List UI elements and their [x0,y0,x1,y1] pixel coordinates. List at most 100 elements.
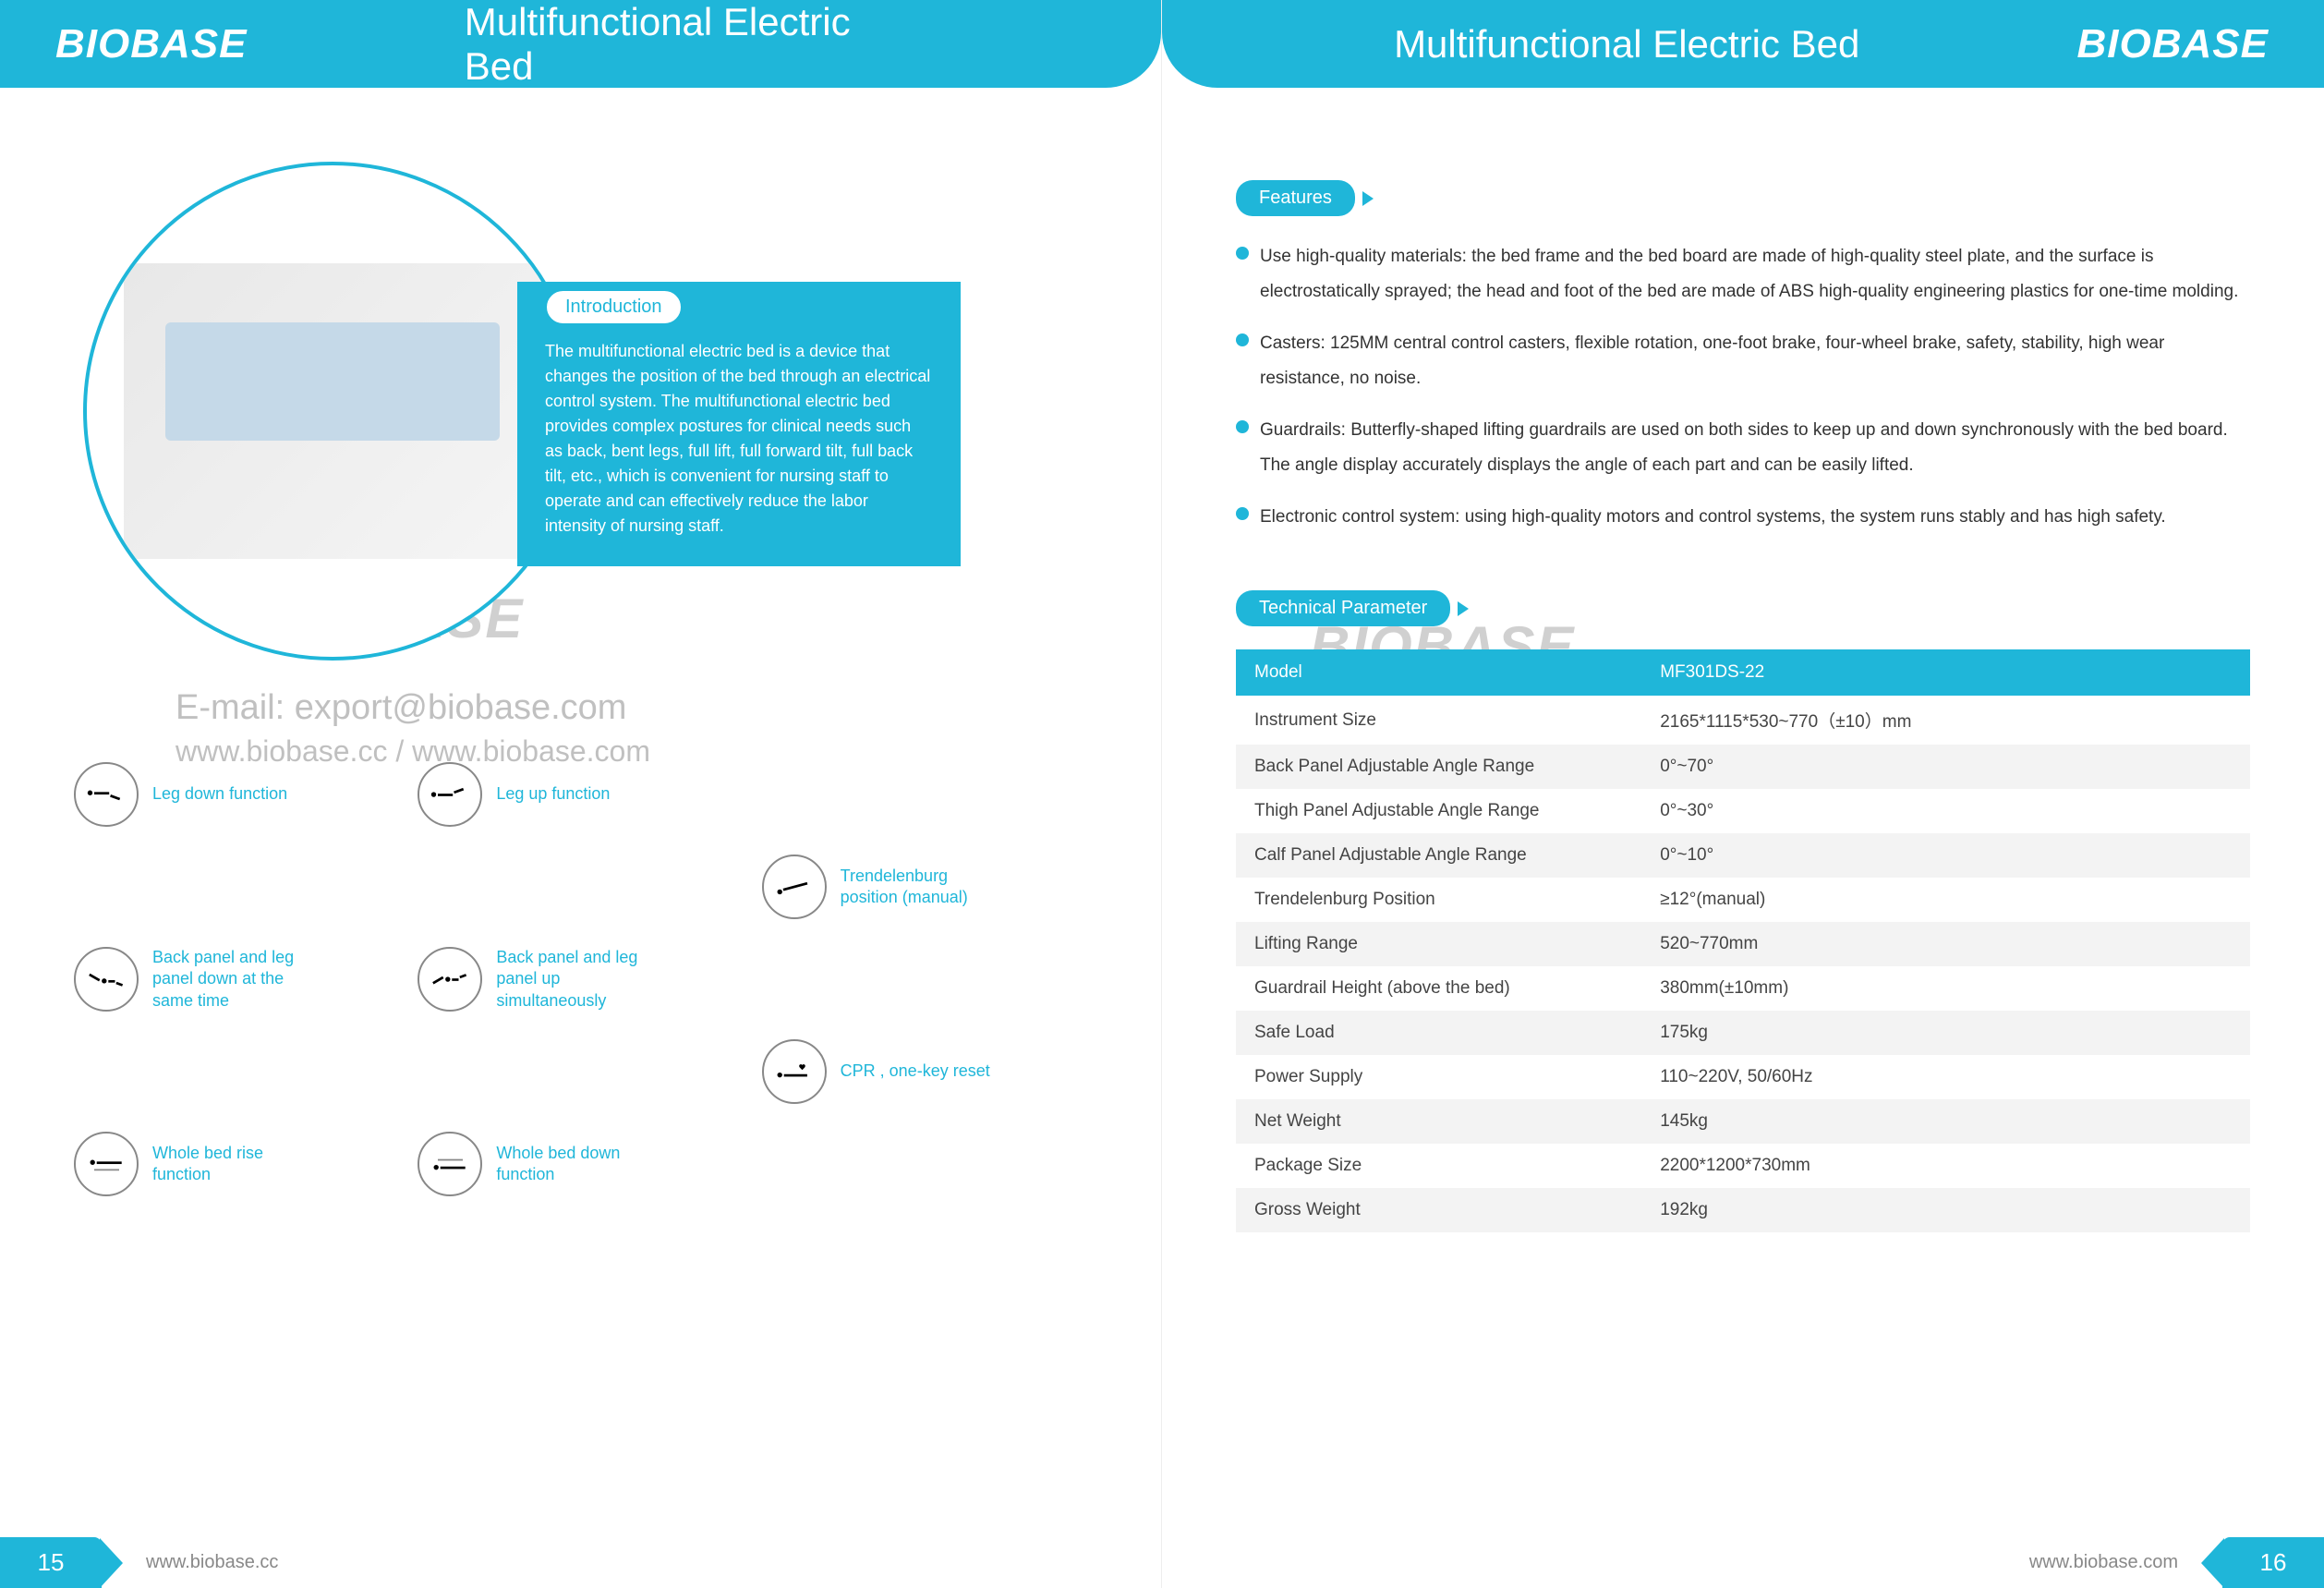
leg-up-icon [418,762,482,827]
table-row: Net Weight145kg [1236,1099,2250,1144]
function-item: Leg down function [74,762,399,827]
table-header-cell: MF301DS-22 [1641,649,2250,696]
function-label: Leg down function [152,783,287,805]
bullet-icon [1236,247,1249,260]
bullet-icon [1236,507,1249,520]
table-cell: 0°~30° [1641,789,2250,833]
table-cell: Net Weight [1236,1099,1641,1144]
panels-up-icon [418,947,482,1012]
feature-item: Casters: 125MM central control casters, … [1236,326,2250,396]
table-row: Back Panel Adjustable Angle Range0°~70° [1236,745,2250,789]
function-label: Back panel and leg panel down at the sam… [152,947,319,1012]
page-title: Multifunctional Electric Bed [465,0,929,89]
table-cell: 192kg [1641,1188,2250,1232]
table-cell: Package Size [1236,1144,1641,1188]
table-cell: Safe Load [1236,1011,1641,1055]
introduction-text: The multifunctional electric bed is a de… [545,339,933,539]
trendelenburg-icon [762,855,827,919]
table-cell: Instrument Size [1236,696,1641,745]
table-row: Power Supply110~220V, 50/60Hz [1236,1055,2250,1099]
introduction-box: Introduction The multifunctional electri… [517,282,961,566]
function-label: Back panel and leg panel up simultaneous… [496,947,662,1012]
product-image [124,263,541,558]
page-left: BIOBASE Multifunctional Electric Bed BIO… [0,0,1162,1588]
feature-item: Use high-quality materials: the bed fram… [1236,239,2250,309]
footer-arrow-icon [2201,1538,2224,1588]
table-cell: 2200*1200*730mm [1641,1144,2250,1188]
table-cell: Trendelenburg Position [1236,878,1641,922]
table-cell: Lifting Range [1236,922,1641,966]
brand-logo: BIOBASE [0,21,302,67]
page-number: 15 [0,1537,102,1588]
right-content: BIOBASE E-mail: export@biobase.com www.b… [1162,88,2324,1232]
footer-url: www.biobase.com [2006,1552,2201,1573]
features-list: Use high-quality materials: the bed fram… [1236,239,2250,535]
function-item: CPR , one-key reset [762,1039,1087,1104]
table-row: Calf Panel Adjustable Angle Range0°~10° [1236,833,2250,878]
table-cell: 520~770mm [1641,922,2250,966]
function-label: Whole bed down function [496,1143,662,1186]
page-number: 16 [2222,1537,2324,1588]
function-item: Whole bed rise function [74,1132,399,1196]
table-cell: ≥12°(manual) [1641,878,2250,922]
table-cell: 0°~10° [1641,833,2250,878]
function-item: Leg up function [418,762,743,827]
product-image-circle [83,162,582,661]
function-label: CPR , one-key reset [841,1061,990,1082]
function-label: Trendelenburg position (manual) [841,866,1007,909]
header-left: BIOBASE Multifunctional Electric Bed [0,0,1161,88]
footer-right: www.biobase.com 16 [1162,1537,2324,1588]
cpr-icon [762,1039,827,1104]
footer-url: www.biobase.cc [123,1552,301,1573]
table-header-row: Model MF301DS-22 [1236,649,2250,696]
header-right: Multifunctional Electric Bed BIOBASE [1162,0,2324,88]
footer-arrow-icon [100,1538,123,1588]
functions-grid: Leg down function Leg up function Trende… [74,762,1087,1196]
feature-text: Electronic control system: using high-qu… [1260,500,2166,535]
table-cell: Calf Panel Adjustable Angle Range [1236,833,1641,878]
table-cell: 175kg [1641,1011,2250,1055]
table-row: Thigh Panel Adjustable Angle Range0°~30° [1236,789,2250,833]
table-cell: Gross Weight [1236,1188,1641,1232]
parameters-section: Technical Parameter Model MF301DS-22 Ins… [1236,590,2250,1232]
function-label: Whole bed rise function [152,1143,319,1186]
table-cell: 110~220V, 50/60Hz [1641,1055,2250,1099]
leg-down-icon [74,762,139,827]
table-cell: 380mm(±10mm) [1641,966,2250,1011]
feature-item: Guardrails: Butterfly-shaped lifting gua… [1236,413,2250,483]
function-label: Leg up function [496,783,610,805]
bullet-icon [1236,420,1249,433]
table-cell: Guardrail Height (above the bed) [1236,966,1641,1011]
table-row: Instrument Size2165*1115*530~770（±10）mm [1236,696,2250,745]
table-cell: Power Supply [1236,1055,1641,1099]
feature-item: Electronic control system: using high-qu… [1236,500,2250,535]
feature-text: Use high-quality materials: the bed fram… [1260,239,2250,309]
table-row: Gross Weight192kg [1236,1188,2250,1232]
brand-logo: BIOBASE [2022,21,2324,67]
table-row: Lifting Range520~770mm [1236,922,2250,966]
product-image-container [74,152,591,670]
table-cell: 145kg [1641,1099,2250,1144]
function-item: Back panel and leg panel up simultaneous… [418,947,743,1012]
feature-text: Casters: 125MM central control casters, … [1260,326,2250,396]
function-item: Trendelenburg position (manual) [762,855,1087,919]
feature-text: Guardrails: Butterfly-shaped lifting gua… [1260,413,2250,483]
page-title: Multifunctional Electric Bed [1394,22,1859,67]
function-item: Back panel and leg panel down at the sam… [74,947,399,1012]
bullet-icon [1236,333,1249,346]
table-header-cell: Model [1236,649,1641,696]
features-heading: Features [1236,180,1355,216]
table-cell: Back Panel Adjustable Angle Range [1236,745,1641,789]
parameters-table: Model MF301DS-22 Instrument Size2165*111… [1236,649,2250,1232]
bed-rise-icon [74,1132,139,1196]
footer-left: 15 www.biobase.cc [0,1537,1161,1588]
table-cell: 0°~70° [1641,745,2250,789]
bed-down-icon [418,1132,482,1196]
function-item: Whole bed down function [418,1132,743,1196]
parameters-heading: Technical Parameter [1236,590,1450,626]
table-row: Guardrail Height (above the bed)380mm(±1… [1236,966,2250,1011]
document-spread: BIOBASE Multifunctional Electric Bed BIO… [0,0,2324,1588]
introduction-heading: Introduction [545,289,683,325]
page-right: Multifunctional Electric Bed BIOBASE BIO… [1162,0,2324,1588]
table-row: Package Size2200*1200*730mm [1236,1144,2250,1188]
